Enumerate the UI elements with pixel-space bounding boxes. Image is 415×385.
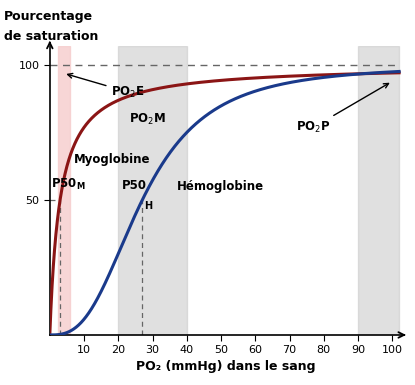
Bar [358, 46, 399, 335]
Text: PO$_2$P: PO$_2$P [296, 84, 388, 135]
Text: PO$_2$E: PO$_2$E [68, 74, 145, 100]
X-axis label: PO₂ (mmHg) dans le sang: PO₂ (mmHg) dans le sang [137, 360, 316, 373]
Text: de saturation: de saturation [4, 30, 98, 44]
Bar [59, 46, 71, 335]
Text: P50: P50 [122, 179, 147, 192]
Text: PO$_2$M: PO$_2$M [129, 112, 166, 127]
Text: Hémoglobine: Hémoglobine [176, 180, 264, 193]
Text: P50$_\mathregular{M}$: P50$_\mathregular{M}$ [51, 177, 85, 192]
Text: Pourcentage: Pourcentage [4, 10, 93, 23]
Bar [118, 46, 187, 335]
Text: Myoglobine: Myoglobine [74, 153, 150, 166]
Text: H: H [144, 201, 152, 211]
